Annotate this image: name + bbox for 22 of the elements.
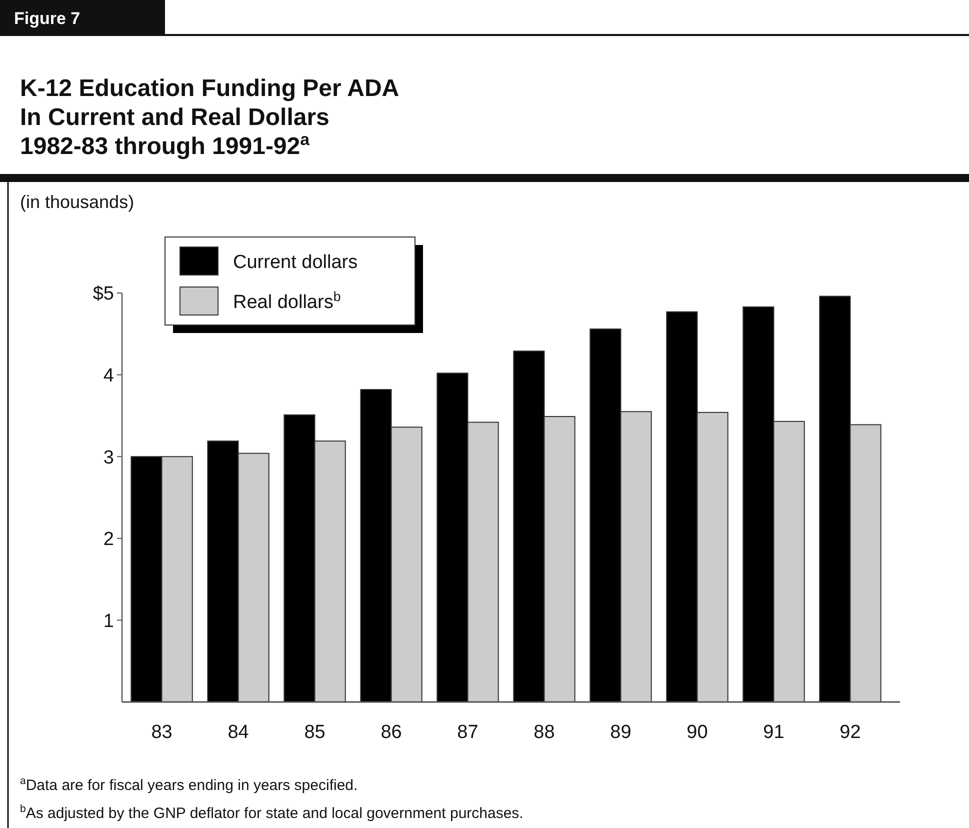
x-tick-label: 92 [840,722,861,743]
x-tick-label: 88 [534,722,555,743]
x-tick-label: 89 [610,722,632,743]
x-tick-label: 83 [151,722,172,743]
y-axis-title: (in thousands) [20,192,134,212]
y-tick-label: 1 [103,610,114,632]
x-tick-label: 86 [380,722,402,743]
chart-title: K-12 Education Funding Per ADA In Current and Real Dollars 1982-83 through 1991-92$^{a}$ [20,75,400,160]
legend-label: Current dollars [233,252,358,273]
x-tick-label: 90 [686,722,708,743]
chart-subtitle: Figure 7 [14,9,80,28]
x-tick-label: 85 [304,722,326,743]
y-tick-label: $5 [92,284,114,305]
text: $^{b}$As adjusted by the GNP deflator for state and local government purchases. [20,803,524,822]
x-tick-label: 84 [228,722,250,743]
y-tick-label: 2 [103,529,114,550]
legend-label: Real dollars$^{b}$ [233,288,341,313]
y-tick-label: 4 [103,365,114,386]
x-tick-label: 87 [457,722,478,743]
y-tick-label: 3 [103,447,114,468]
x-tick-label: 91 [763,722,784,743]
text: $^{a}$Data are for fiscal years ending in years specified. [20,775,358,794]
